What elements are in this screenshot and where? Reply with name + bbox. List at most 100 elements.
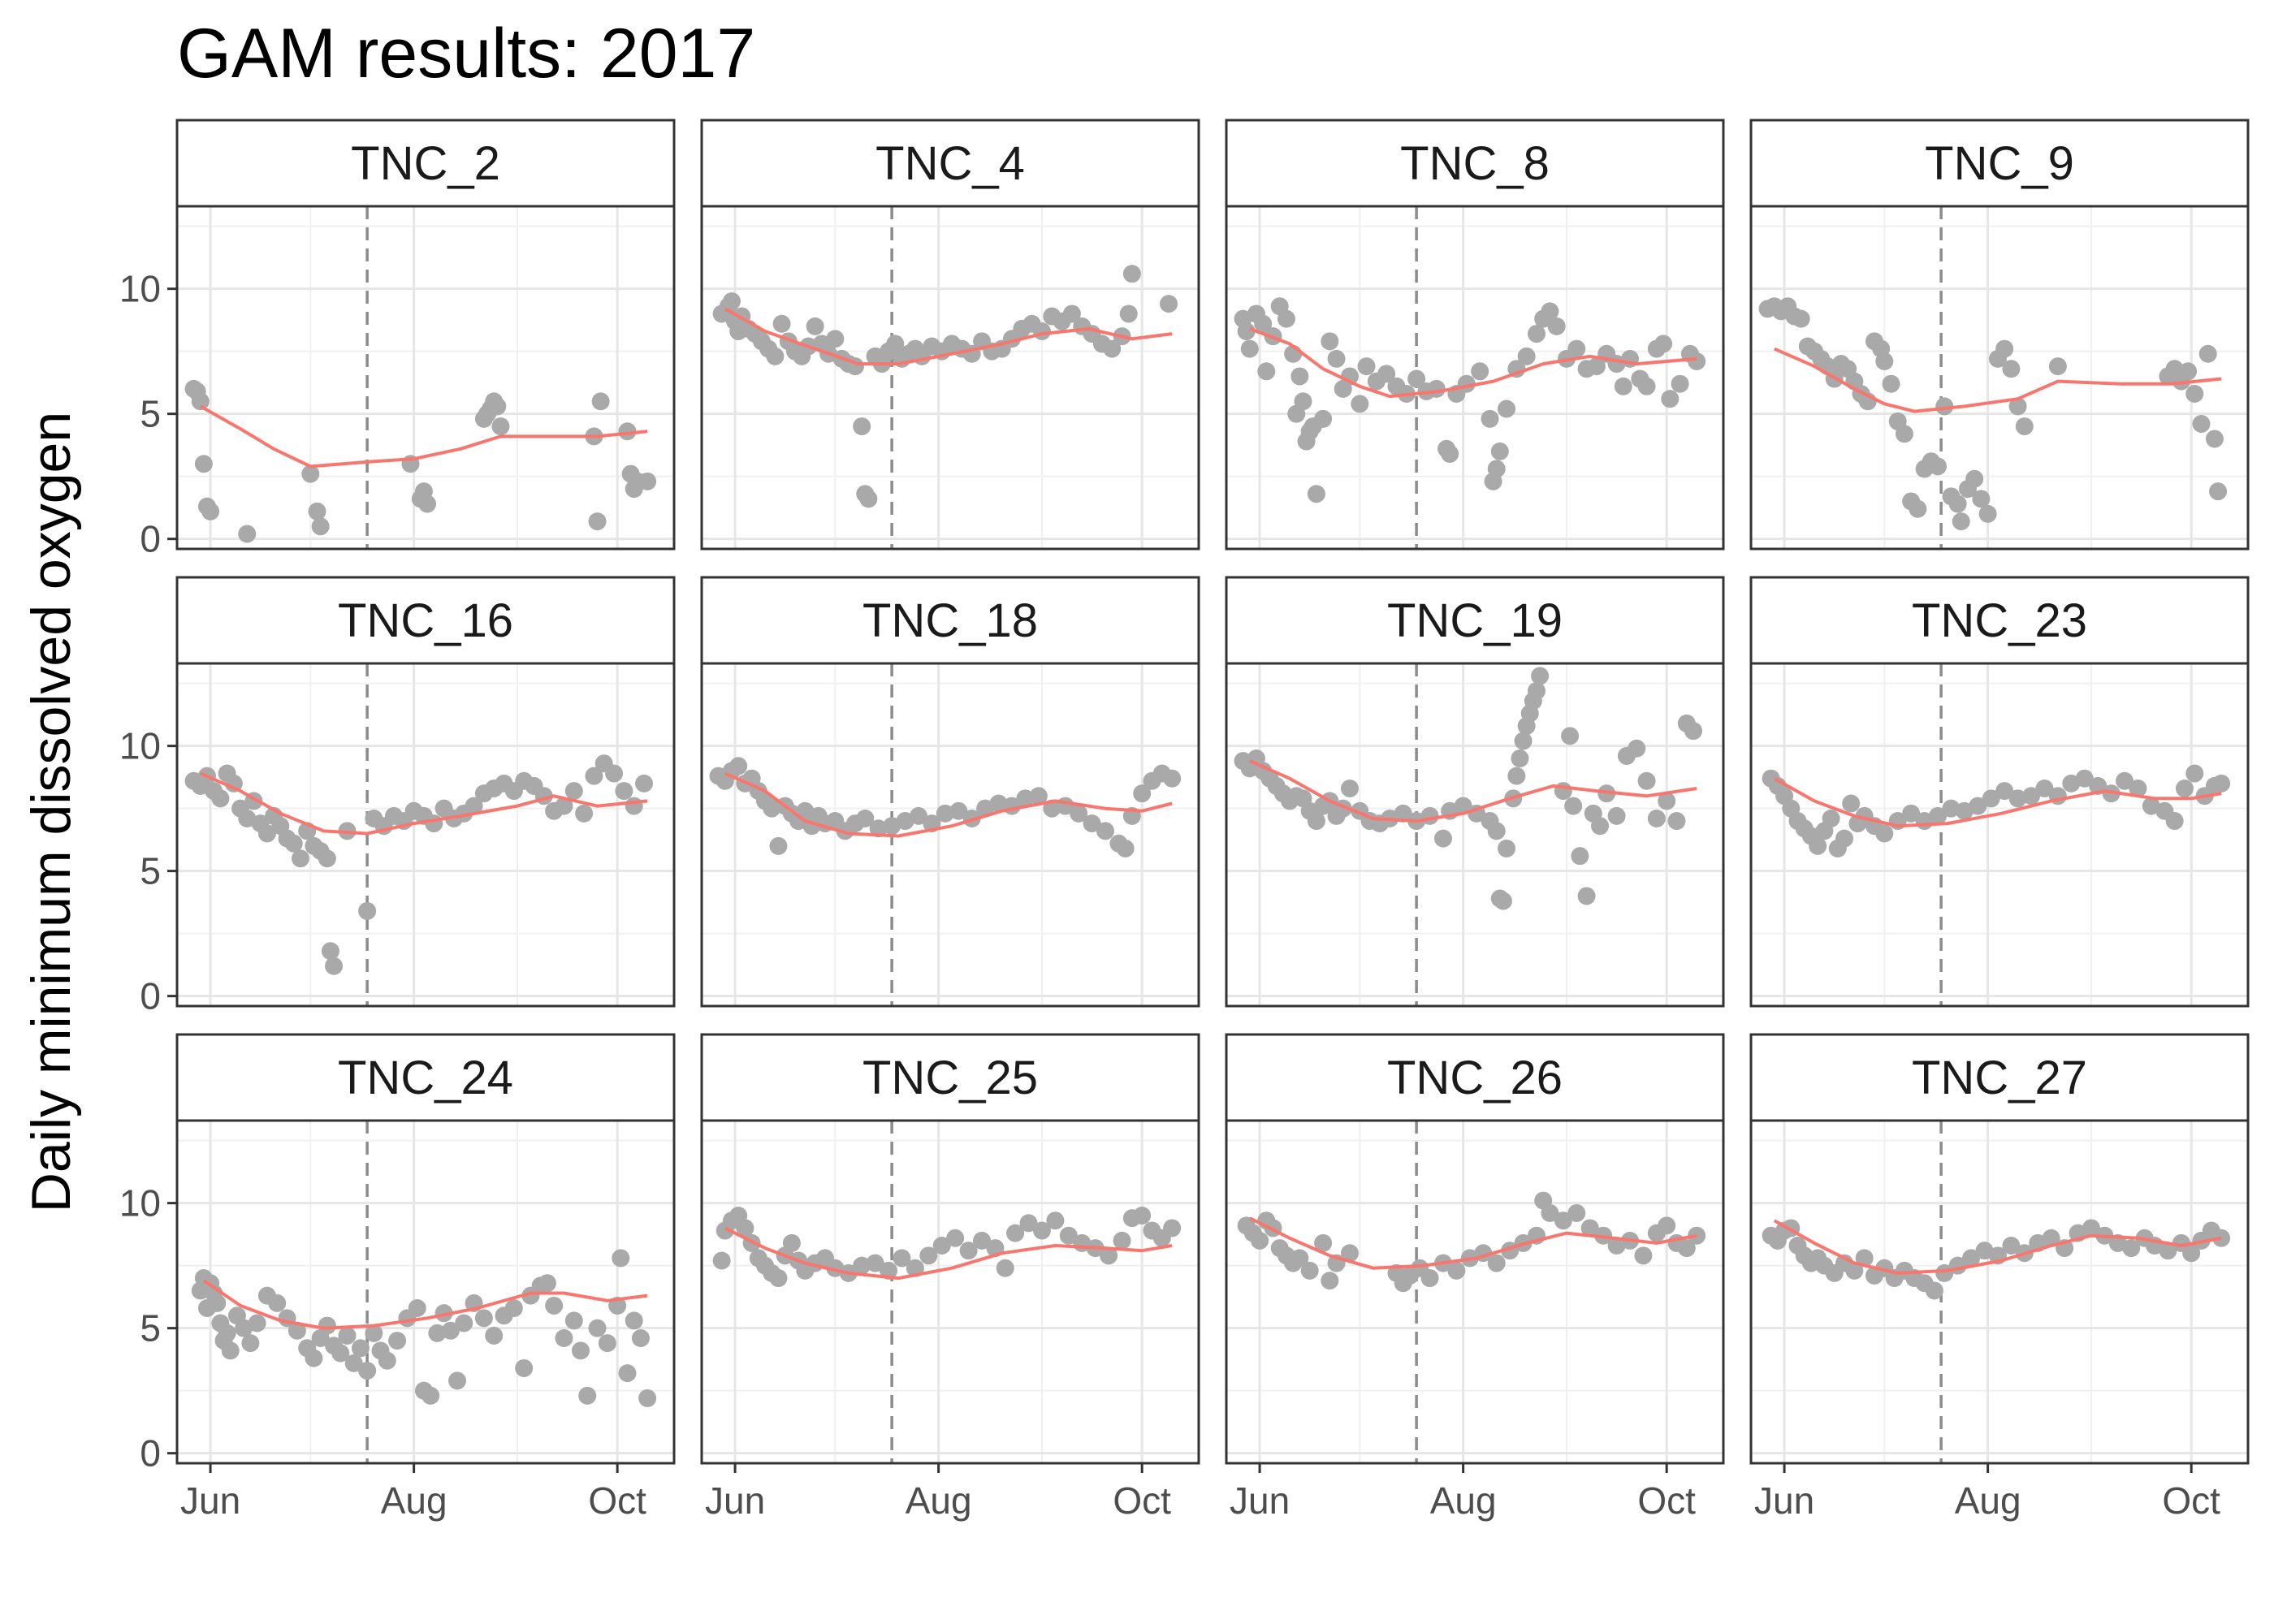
x-tick-label: Oct — [1113, 1479, 1171, 1522]
data-point — [1314, 409, 1333, 428]
data-point — [2159, 1242, 2177, 1260]
gam-smooth-line — [199, 404, 648, 469]
data-point — [1541, 1203, 1559, 1222]
data-point — [631, 1328, 650, 1347]
data-point — [1909, 499, 1927, 518]
strip-background — [700, 119, 1200, 208]
data-point — [605, 764, 624, 783]
data-point — [1420, 806, 1439, 825]
data-point — [248, 1314, 266, 1332]
data-point — [853, 1256, 871, 1275]
y-axis-label: Daily minimum dissolved oxygen — [20, 412, 82, 1212]
data-point — [806, 317, 824, 335]
facet-tnc-18: TNC_18 — [700, 576, 1200, 1008]
data-point — [1016, 789, 1035, 808]
data-point — [853, 417, 871, 436]
data-point — [1498, 400, 1516, 418]
data-point — [418, 495, 437, 513]
data-point — [625, 797, 643, 815]
data-point — [1433, 829, 1452, 848]
data-point — [1163, 769, 1182, 788]
data-point — [618, 422, 637, 441]
data-point — [1327, 349, 1346, 368]
data-point — [538, 1274, 556, 1293]
data-point — [1527, 325, 1546, 343]
data-point — [1062, 304, 1081, 323]
strip-background — [1749, 576, 2250, 665]
data-point — [1490, 442, 1509, 460]
data-point — [1962, 1249, 1981, 1268]
data-point — [2209, 482, 2228, 501]
data-point — [1046, 1212, 1065, 1230]
data-point — [365, 1324, 383, 1342]
data-point — [1637, 377, 1656, 395]
data-point — [826, 330, 845, 348]
panel-background — [702, 1121, 1199, 1463]
data-point — [221, 1341, 240, 1360]
data-point — [1019, 1214, 1038, 1233]
data-point — [1952, 512, 1970, 531]
data-point — [2116, 771, 2134, 790]
data-point — [1487, 1254, 1506, 1272]
data-point — [287, 1321, 306, 1340]
data-point — [571, 1341, 590, 1360]
data-point — [1116, 839, 1135, 857]
y-tick-label: 5 — [140, 1307, 161, 1350]
chart-title: GAM results: 2017 — [177, 15, 755, 93]
data-point — [1351, 395, 1369, 413]
data-point — [1929, 806, 1948, 825]
data-point — [1481, 409, 1499, 428]
data-point — [2122, 1239, 2141, 1258]
data-point — [1554, 782, 1572, 801]
data-point — [1688, 352, 1706, 370]
data-point — [2182, 1244, 2201, 1263]
data-point — [2212, 1229, 2231, 1247]
data-point — [1487, 822, 1506, 840]
data-point — [1340, 1244, 1359, 1263]
data-point — [2042, 1229, 2060, 1247]
data-point — [351, 1339, 370, 1358]
strip-label: TNC_4 — [875, 137, 1025, 190]
data-point — [1935, 1263, 1954, 1282]
facet-tnc-23: TNC_23 — [1749, 576, 2250, 1008]
data-point — [311, 517, 330, 536]
data-point — [358, 1362, 377, 1380]
data-point — [585, 767, 603, 785]
data-point — [1835, 829, 1854, 848]
data-point — [1978, 504, 1997, 523]
data-point — [1300, 1261, 1319, 1280]
data-point — [2008, 397, 2027, 416]
data-point — [1564, 797, 1583, 815]
panel-background — [1226, 663, 1723, 1006]
facet-tnc-2: TNC_2 0 5 10 — [119, 119, 676, 560]
data-point — [936, 804, 954, 823]
data-point — [2198, 344, 2217, 363]
data-point — [208, 1294, 227, 1312]
data-point — [408, 1299, 426, 1318]
gam-smooth-line — [1248, 759, 1697, 823]
panel-background — [1751, 1121, 2248, 1463]
data-point — [201, 502, 220, 520]
facet-tnc-4: TNC_4 — [700, 119, 1200, 551]
data-point — [1587, 357, 1606, 376]
data-point — [191, 392, 210, 411]
strip-label: TNC_9 — [1925, 137, 2074, 190]
gam-smooth-line — [1773, 1219, 2222, 1275]
panel-background — [702, 663, 1199, 1006]
gam-smooth-line — [1248, 1216, 1697, 1270]
x-tick-label: Jun — [180, 1479, 240, 1522]
data-point — [1658, 1216, 1676, 1235]
data-point — [1982, 789, 2000, 808]
data-point — [465, 797, 483, 815]
data-point — [211, 789, 230, 808]
data-point — [909, 806, 927, 825]
data-point — [1628, 739, 1646, 758]
data-point — [1420, 1269, 1439, 1288]
facet-tnc-26: TNC_26 Jun Aug Oct — [1225, 1033, 1725, 1522]
data-point — [989, 794, 1008, 813]
data-point — [1294, 392, 1312, 411]
y-tick-label: 10 — [119, 1182, 161, 1224]
data-point — [2165, 812, 2184, 831]
data-point — [615, 782, 633, 801]
data-point — [1083, 814, 1101, 833]
